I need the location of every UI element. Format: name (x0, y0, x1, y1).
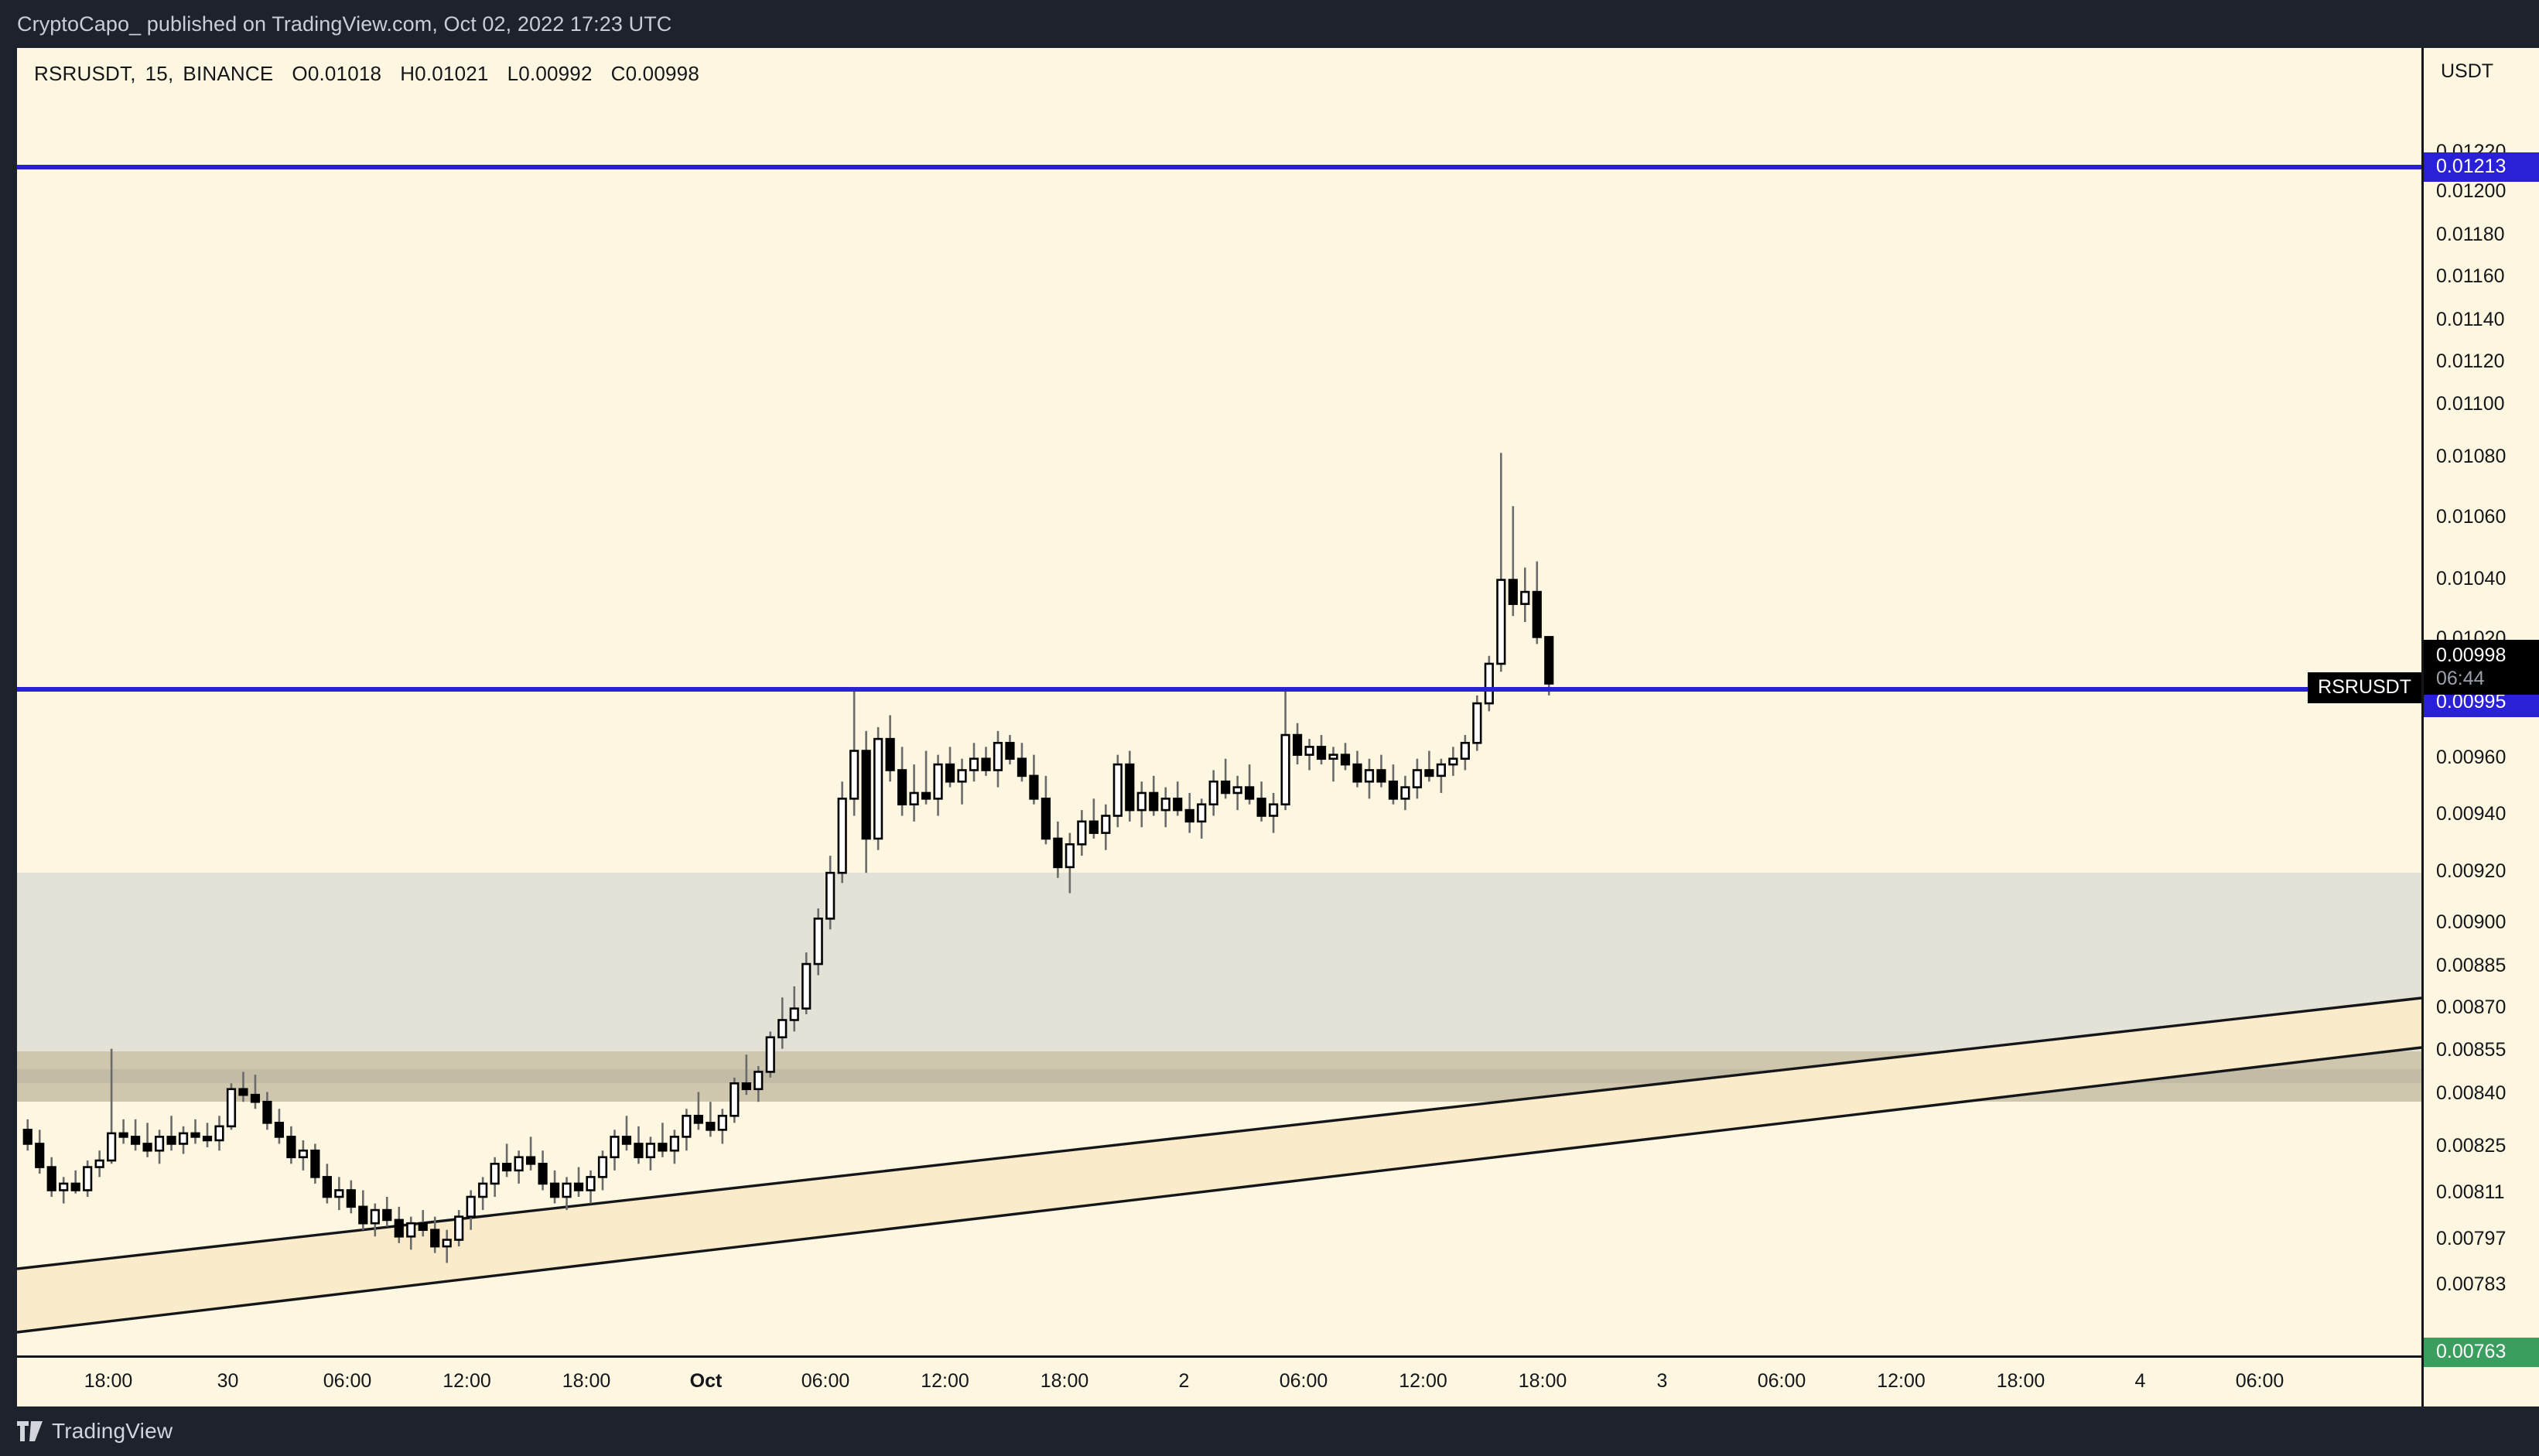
time-tick: 06:00 (323, 1370, 372, 1392)
price-tick: 0.00885 (2436, 954, 2507, 976)
price-axis-currency: USDT (2441, 60, 2494, 82)
legend-close: C0.00998 (610, 62, 699, 85)
time-tick: 06:00 (1757, 1370, 1806, 1392)
chart-legend[interactable]: RSRUSDT, 15, BINANCE O0.01018 H0.01021 L0.009… (34, 62, 699, 85)
price-tick: 0.01080 (2436, 446, 2507, 468)
price-tick: 0.01040 (2436, 567, 2507, 590)
price-tick: 0.00920 (2436, 860, 2507, 883)
price-tick: 0.01160 (2436, 265, 2505, 287)
price-tick: 0.00783 (2436, 1273, 2507, 1296)
bar-countdown: 06:44 (2436, 668, 2485, 690)
price-tick: 0.01200 (2436, 180, 2507, 203)
time-tick: 12:00 (1399, 1370, 1447, 1392)
tradingview-mark-icon (17, 1421, 43, 1441)
time-tick: 4 (2134, 1370, 2146, 1392)
time-tick: 18:00 (562, 1370, 611, 1392)
tradingview-wordmark: TradingView (52, 1419, 173, 1443)
legend-high: H0.01021 (400, 62, 489, 85)
resistance-line[interactable] (17, 164, 2421, 169)
chart-pane[interactable]: RSRUSDT RSRUSDT, 15, BINANCE O0.01018 H0.010… (17, 48, 2421, 1355)
time-tick: 18:00 (1040, 1370, 1089, 1392)
legend-symbol: RSRUSDT (34, 62, 131, 85)
current-price-line[interactable] (17, 687, 2421, 692)
time-tick: 06:00 (1279, 1370, 1328, 1392)
symbol-price-tag: RSRUSDT (2308, 672, 2421, 704)
time-tick: 18:00 (1518, 1370, 1567, 1392)
time-tick: 2 (1178, 1370, 1190, 1392)
price-tick: 0.01060 (2436, 505, 2507, 528)
bottom-price-tag: 0.00763 (2424, 1337, 2539, 1367)
price-tick: 0.00900 (2436, 911, 2507, 933)
time-tick: 12:00 (443, 1370, 491, 1392)
price-tick: 0.01120 (2436, 350, 2505, 372)
last-price-value: 0.00998 (2436, 644, 2507, 667)
resistance-price-tag: 0.01213 (2424, 152, 2539, 182)
chart-panel[interactable]: RSRUSDT RSRUSDT, 15, BINANCE O0.01018 H0.010… (17, 48, 2421, 1406)
time-axis[interactable]: 18:00 30 06:00 12:00 18:00 Oct 06:00 12:00 18:00… (17, 1355, 2421, 1406)
time-tick: 18:00 (1996, 1370, 2045, 1392)
time-tick: 06:00 (2235, 1370, 2284, 1392)
last-price-box: 0.00998 06:44 (2424, 640, 2539, 696)
price-tick: 0.01100 (2436, 393, 2505, 415)
legend-exchange: BINANCE (183, 62, 274, 85)
footer-bar: TradingView (0, 1406, 2539, 1456)
price-tick: 0.00840 (2436, 1082, 2507, 1105)
legend-interval: 15 (145, 62, 168, 85)
time-tick: Oct (689, 1370, 723, 1392)
price-tick: 0.00940 (2436, 803, 2507, 825)
price-axis[interactable]: USDT 0.01220 0.01200 0.01180 0.01160 0.01140… (2421, 48, 2539, 1406)
legend-low: L0.00992 (507, 62, 593, 85)
time-tick: 12:00 (1877, 1370, 1926, 1392)
tradingview-logo[interactable]: TradingView (17, 1420, 173, 1442)
candlestick-series (22, 453, 1554, 1263)
time-tick: 3 (1656, 1370, 1668, 1392)
time-tick: 06:00 (801, 1370, 850, 1392)
time-tick: 18:00 (84, 1370, 133, 1392)
price-tick: 0.00825 (2436, 1134, 2507, 1157)
ascending-channel (17, 996, 2421, 1334)
price-tick: 0.00960 (2436, 746, 2507, 768)
supply-zone-gray (17, 873, 2421, 1075)
price-tick: 0.01140 (2436, 308, 2505, 330)
price-tick: 0.00797 (2436, 1227, 2507, 1249)
price-tick: 0.00811 (2436, 1181, 2505, 1203)
time-tick: 12:00 (921, 1370, 969, 1392)
price-tick: 0.00855 (2436, 1039, 2507, 1061)
price-tick: 0.01180 (2436, 224, 2505, 246)
time-tick: 30 (217, 1370, 239, 1392)
publication-header: CryptoCapo_ published on TradingView.com… (0, 0, 2539, 48)
legend-open: O0.01018 (292, 62, 382, 85)
price-tick: 0.00870 (2436, 996, 2507, 1018)
